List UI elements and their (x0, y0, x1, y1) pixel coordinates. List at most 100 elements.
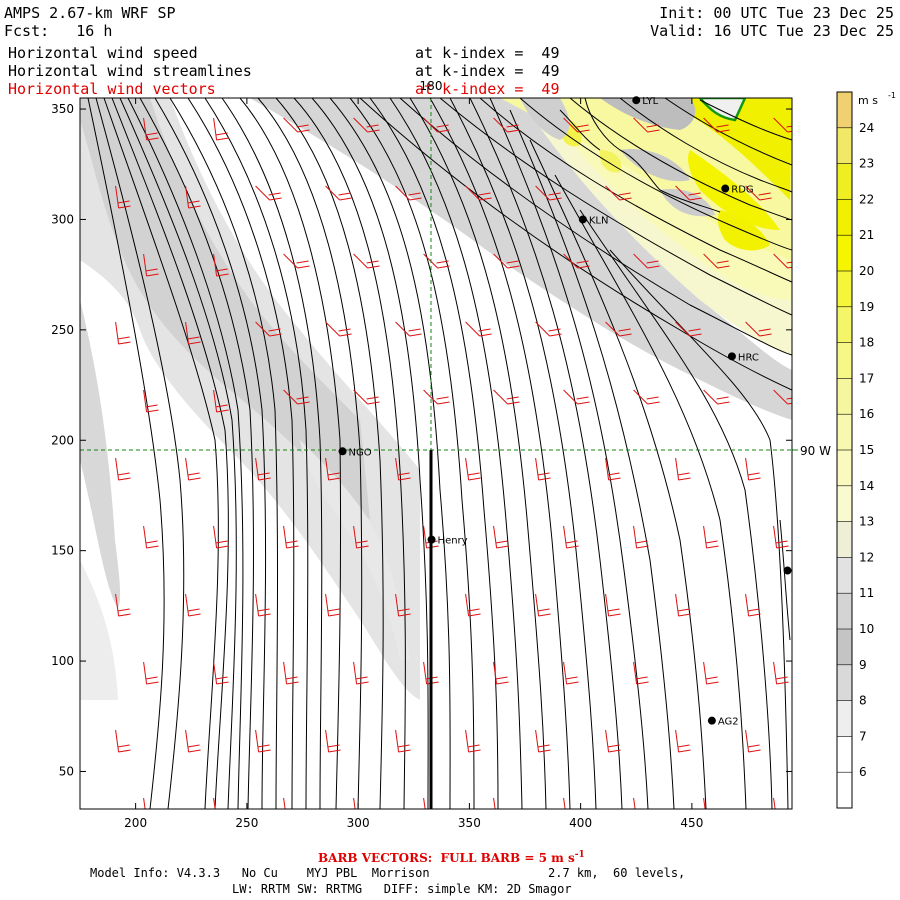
colorbar-label: 17 (859, 371, 874, 385)
wind-barb (213, 525, 229, 549)
colorbar-label: 16 (859, 407, 874, 421)
wind-barb (115, 593, 131, 617)
field-level-streamlines: at k-index = 49 (415, 62, 560, 80)
wind-barb (465, 729, 481, 753)
colorbar-swatch (837, 450, 852, 486)
wind-barb (535, 321, 562, 337)
wind-barb (255, 185, 282, 201)
station-marker (427, 535, 436, 544)
wind-barb (773, 389, 792, 405)
wind-barb (283, 797, 286, 809)
wind-barb (325, 185, 352, 201)
colorbar-swatch (837, 199, 852, 236)
wind-barb (283, 117, 310, 133)
colorbar-unit-exponent: -1 (888, 91, 896, 100)
wind-barb (325, 457, 341, 481)
colorbar-label: 15 (859, 443, 874, 457)
wind-barb (493, 389, 520, 405)
x-tick-label: 350 (458, 816, 481, 830)
field-label-speed: Horizontal wind speed (8, 44, 198, 62)
grid-info: 2.7 km, 60 levels, (548, 866, 686, 880)
wind-barb (633, 253, 660, 269)
wind-barb (465, 185, 492, 201)
station-label: HRC (738, 352, 759, 363)
wind-barb (213, 389, 229, 413)
station-marker (727, 352, 736, 361)
colorbar-label: 13 (859, 515, 874, 529)
wind-barb (535, 729, 551, 753)
wind-barb (535, 185, 562, 201)
colorbar-swatch (837, 772, 852, 808)
x-tick-label: 250 (235, 816, 258, 830)
wind-barb (773, 797, 776, 809)
wind-barb (115, 185, 131, 209)
wind-barb (563, 797, 566, 809)
wind-barb (605, 729, 621, 753)
wind-barb (703, 661, 719, 685)
colorbar-swatch (837, 92, 852, 128)
field-label-streamlines: Horizontal wind streamlines (8, 62, 252, 80)
station-marker (721, 184, 730, 193)
wind-barb (605, 185, 632, 201)
wind-barb (773, 525, 789, 549)
colorbar-swatch (837, 127, 852, 164)
wind-barb (213, 661, 229, 685)
station-label: Henry (438, 536, 468, 547)
wind-barb (563, 389, 590, 405)
longitude-label: 180 (420, 79, 443, 93)
colorbar-label: 9 (859, 658, 867, 672)
wind-barb (605, 321, 632, 337)
station-label: RDG (731, 185, 753, 196)
y-tick-label: 300 (51, 212, 74, 226)
wind-barb (353, 525, 369, 549)
wind-barb (633, 661, 649, 685)
wind-barb (255, 457, 271, 481)
wind-barb (605, 593, 621, 617)
wind-barb (353, 389, 380, 405)
wind-barb (283, 389, 310, 405)
y-tick-label: 50 (59, 764, 74, 778)
wind-barb (703, 525, 719, 549)
colorbar-swatch (837, 521, 852, 558)
plot-frame (79, 97, 793, 810)
stations-layer: LYL RDG KLN HRC NGO Henry AG2 (338, 96, 792, 728)
wind-barb (143, 253, 159, 277)
wind-barb (213, 117, 229, 141)
x-axis: 200 250 300 350 400 450 (124, 98, 703, 830)
wind-barb (675, 593, 691, 617)
init-time: Init: 00 UTC Tue 23 Dec 25 (659, 4, 894, 22)
y-tick-label: 150 (51, 544, 74, 558)
colorbar-swatch (837, 664, 852, 701)
wind-barb (353, 253, 380, 269)
barb-legend-exponent: -1 (574, 850, 585, 860)
wind-barb (213, 797, 216, 809)
wind-barb (773, 117, 792, 133)
station-label: LYL (642, 96, 658, 107)
colorbar-label: 6 (859, 765, 867, 779)
wind-barb (185, 185, 201, 209)
colorbar-label: 23 (859, 157, 874, 171)
y-tick-label: 100 (51, 654, 74, 668)
wind-barb (395, 593, 411, 617)
colorbar-frame (836, 91, 853, 809)
wind-barb (465, 457, 481, 481)
wind-barb (255, 321, 282, 337)
wind-barb (675, 457, 691, 481)
wind-barb (703, 253, 730, 269)
forecast-hour: Fcst: 16 h (4, 22, 113, 40)
wind-barb (633, 389, 660, 405)
wind-barb (745, 185, 772, 201)
wind-barb (213, 253, 229, 277)
colorbar: 6 7 8 9 10 11 12 13 14 15 16 17 18 19 20 21 22 23 24 m s -1 (836, 91, 896, 809)
colorbar-swatch (837, 557, 852, 594)
wind-barb (283, 525, 299, 549)
colorbar-swatch (837, 306, 852, 343)
colorbar-swatch (837, 414, 852, 450)
colorbar-swatch (837, 271, 852, 307)
station-marker (632, 96, 641, 105)
wind-barb (143, 661, 159, 685)
barb-legend-text: BARB VECTORS: FULL BARB = 5 m s (318, 851, 575, 865)
wind-barb (325, 729, 341, 753)
model-info: Model Info: V4.3.3 No Cu MYJ PBL Morriso… (90, 866, 430, 880)
colorbar-label: 22 (859, 192, 874, 206)
